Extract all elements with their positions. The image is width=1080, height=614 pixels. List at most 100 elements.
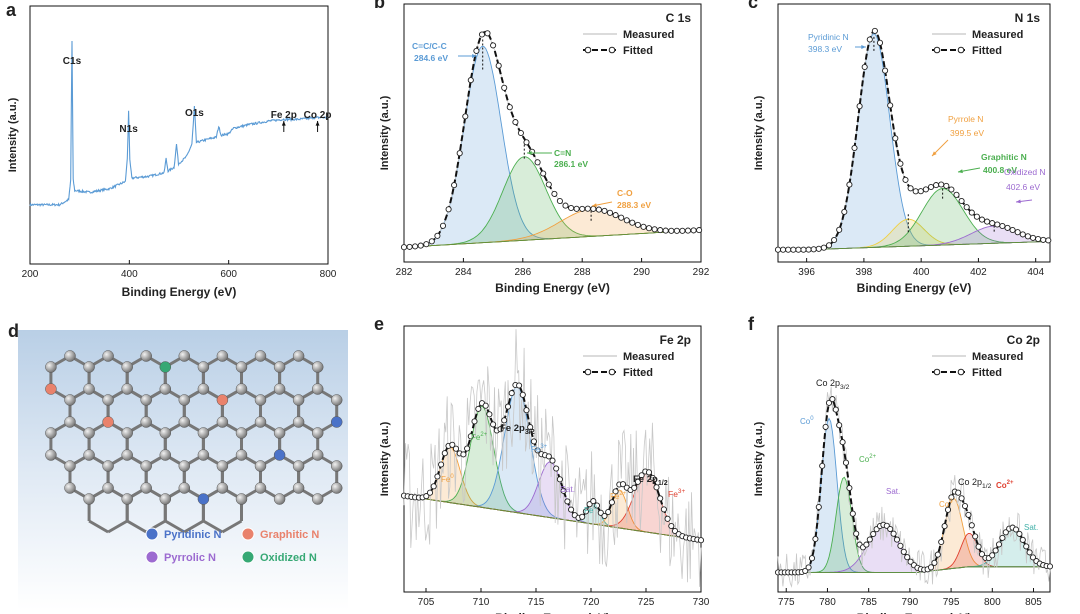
- nitrogen-atom: [216, 394, 229, 406]
- x-tick-label: 600: [220, 269, 237, 280]
- fitted-marker: [836, 422, 843, 429]
- fitted-marker: [785, 246, 792, 253]
- fitted-marker: [579, 513, 586, 520]
- fitted-marker: [815, 245, 822, 252]
- fitted-marker: [564, 498, 571, 505]
- fitted-marker: [1019, 231, 1026, 238]
- legend-swatch: [145, 550, 159, 564]
- carbon-atom: [121, 449, 133, 461]
- fit-baseline: [778, 566, 1050, 573]
- fitted-marker: [504, 403, 512, 410]
- panel-f: 775 780 785 790 795 800 805 Binding Energy (eV)…: [748, 314, 1054, 614]
- carbon-atom: [330, 394, 343, 406]
- fitted-marker: [553, 465, 560, 472]
- fitted-marker: [938, 181, 945, 188]
- carbon-atom: [64, 350, 76, 362]
- fitted-marker: [810, 246, 817, 253]
- fitted-marker: [904, 554, 911, 561]
- peak-subscript: 3/2: [840, 384, 850, 391]
- fitted-marker: [527, 424, 534, 431]
- carbon-atom: [140, 350, 152, 362]
- fitted-marker: [1014, 229, 1021, 236]
- carbon-atom: [216, 416, 229, 428]
- fitted-marker: [473, 47, 480, 54]
- carbon-atom: [83, 361, 95, 373]
- fitted-marker: [664, 515, 671, 522]
- lattice-bond: [88, 519, 109, 534]
- panel-b: 282 284 286 288 290 292 Binding Energy (eV) Int…: [374, 0, 710, 295]
- x-tick-label: 725: [638, 597, 655, 608]
- fitted-marker: [1029, 554, 1037, 561]
- peak-label: C=N: [554, 148, 571, 158]
- fitted-marker: [948, 186, 955, 193]
- fitted-marker: [662, 227, 669, 234]
- legend-fitted-marker: [608, 368, 616, 376]
- x-tick-label: 282: [396, 267, 413, 278]
- fitted-marker: [900, 548, 907, 555]
- y-axis-label: Intensity (a.u.): [753, 95, 765, 170]
- x-tick-label: 284: [455, 267, 472, 278]
- legend-swatch: [145, 527, 159, 541]
- fitted-marker: [978, 551, 986, 558]
- carbon-atom: [159, 383, 172, 395]
- fitted-marker: [482, 402, 489, 409]
- fitted-marker: [595, 206, 602, 213]
- fitted-marker: [579, 205, 586, 212]
- fitted-marker: [608, 499, 615, 506]
- annotation-label: Co 2p: [304, 110, 332, 121]
- lattice-bond: [221, 519, 243, 534]
- fitted-marker: [645, 469, 653, 476]
- carbon-atom: [235, 361, 248, 373]
- annotation-label: Fe 2p: [271, 110, 297, 121]
- fitted-marker: [605, 508, 612, 516]
- carbon-atom: [292, 416, 305, 428]
- carbon-atom: [254, 460, 267, 472]
- fitted-marker: [490, 42, 497, 49]
- annotation-label: C1s: [63, 56, 82, 67]
- lattice-bond: [126, 519, 147, 534]
- peak-label: Pyrrole N: [948, 114, 983, 124]
- carbon-atom: [254, 416, 267, 428]
- fitted-marker: [645, 225, 653, 232]
- peak-superscript: 2+: [619, 491, 626, 497]
- fitted-marker: [774, 246, 782, 253]
- fitted-marker: [501, 84, 508, 91]
- legend-fitted-marker: [957, 46, 965, 54]
- fitted-marker: [508, 390, 515, 397]
- legend-label: Oxidized N: [260, 552, 317, 564]
- fitted-marker: [471, 418, 478, 425]
- fitted-line: [778, 397, 1051, 574]
- fitted-marker: [430, 483, 437, 490]
- fitted-marker: [1023, 543, 1030, 550]
- peak-name: Sat.: [1024, 523, 1038, 532]
- x-tick-label: 805: [1025, 597, 1042, 608]
- fitted-marker: [972, 533, 979, 540]
- fitted-marker: [846, 181, 853, 188]
- fitted-marker: [506, 104, 513, 111]
- panel-title: Co 2p: [1007, 333, 1040, 347]
- fitted-marker: [780, 246, 787, 253]
- fitted-marker: [1004, 224, 1011, 231]
- x-tick-label: 800: [984, 597, 1001, 608]
- fitted-marker: [842, 459, 850, 466]
- fitted-marker: [593, 502, 601, 509]
- x-tick-label: 288: [574, 267, 591, 278]
- fitted-marker: [927, 564, 935, 571]
- peak-energy-label: 402.6 eV: [1006, 182, 1040, 192]
- fitted-marker: [922, 186, 929, 193]
- carbon-atom: [235, 383, 248, 395]
- fitted-marker: [597, 509, 604, 516]
- fitted-marker: [890, 530, 897, 537]
- fitted-marker: [490, 421, 497, 428]
- carbon-atom: [178, 482, 191, 494]
- y-axis-label: Intensity (a.u.): [379, 421, 391, 496]
- carbon-atom: [178, 416, 191, 428]
- fitted-marker: [534, 159, 541, 166]
- fitted-marker: [540, 170, 547, 177]
- fitted-marker: [958, 495, 965, 502]
- carbon-atom: [102, 482, 114, 494]
- peak-subscript: 3/2: [525, 428, 535, 436]
- fitted-marker: [606, 209, 614, 216]
- fitted-marker: [1035, 235, 1042, 243]
- peak-label: Fe0: [441, 474, 454, 484]
